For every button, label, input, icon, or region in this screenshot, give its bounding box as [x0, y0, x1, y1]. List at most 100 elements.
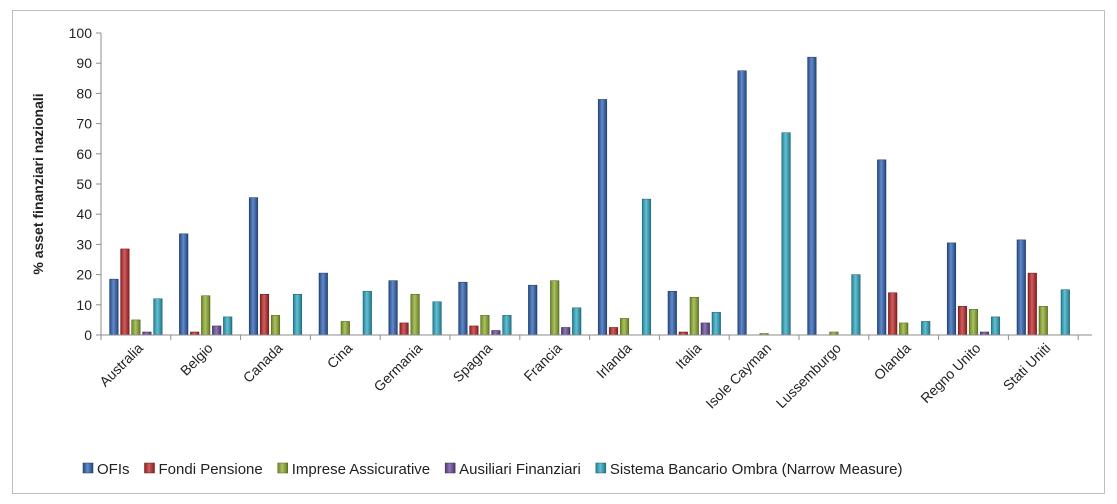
bar-germania-fondi-pensione [399, 322, 409, 336]
bar-germania-ofis [388, 280, 398, 336]
bar-canada-sistema-bancario-ombra-narrow-measure [292, 293, 303, 336]
bar-lussemburgo-sistema-bancario-ombra-narrow-measure [851, 274, 861, 336]
axes [100, 33, 1092, 340]
x-tick-label: Australia [96, 340, 146, 390]
x-tick-label: Spagna [450, 340, 496, 386]
x-tick-label: Isole Cayman [702, 340, 774, 412]
bar-australia-imprese-assicurative [131, 319, 141, 336]
bar-germania-sistema-bancario-ombra-narrow-measure [432, 301, 442, 336]
y-tick-label: 80 [76, 85, 92, 101]
legend: OFIs Fondi Pensione Imprese Assicurative Au… [82, 461, 903, 478]
y-tick-label: 50 [76, 176, 92, 192]
bar-regno-unito-sistema-bancario-ombra-narrow-measure [990, 316, 1001, 336]
bar-olanda-sistema-bancario-ombra-narrow-measure [921, 321, 931, 336]
legend-item-ofis: OFIs [82, 461, 130, 478]
x-tick-label: Regno Unito [917, 340, 983, 406]
bar-spagna-ofis [458, 281, 468, 336]
bar-australia-sistema-bancario-ombra-narrow-measure [153, 298, 163, 336]
bars [109, 56, 1070, 336]
bar-irlanda-ofis [597, 99, 608, 336]
bar-stati-uniti-imprese-assicurative [1038, 306, 1048, 336]
legend-swatch [82, 462, 94, 474]
x-tick-label: Lussemburgo [773, 340, 844, 411]
x-tick-label: Francia [520, 340, 564, 384]
bar-canada-fondi-pensione [259, 293, 270, 336]
bar-olanda-imprese-assicurative [899, 322, 909, 336]
y-tick-label: 40 [76, 206, 92, 222]
bar-irlanda-imprese-assicurative [619, 318, 630, 336]
bar-regno-unito-imprese-assicurative [968, 309, 979, 336]
bar-italia-ausiliari-finanziari [700, 322, 710, 336]
legend-item-ausiliari-finanziari: Ausiliari Finanziari [444, 461, 581, 478]
x-tick-label: Cina [324, 340, 356, 372]
bar-spagna-sistema-bancario-ombra-narrow-measure [502, 315, 512, 336]
bar-irlanda-sistema-bancario-ombra-narrow-measure [641, 198, 652, 336]
bar-belgio-sistema-bancario-ombra-narrow-measure [223, 316, 233, 336]
bar-belgio-ausiliari-finanziari [212, 325, 222, 336]
bar-stati-uniti-ofis [1016, 239, 1026, 336]
legend-item-imprese-assicurative: Imprese Assicurative [277, 461, 430, 478]
bar-belgio-ofis [179, 233, 189, 336]
legend-label: OFIs [97, 461, 130, 478]
x-axis-ticks: Australia Belgio Canada Cina Germania Spagna F… [96, 340, 1053, 412]
bar-cina-sistema-bancario-ombra-narrow-measure [362, 290, 372, 336]
bar-isole-cayman-ofis [737, 70, 747, 336]
y-tick-label: 90 [76, 55, 92, 71]
bar-cina-ofis [318, 272, 328, 336]
bar-germania-imprese-assicurative [410, 293, 420, 336]
y-tick-label: 70 [76, 116, 92, 132]
bar-francia-imprese-assicurative [550, 280, 560, 336]
y-tick-label: 20 [76, 267, 92, 283]
legend-item-sistema-bancario-ombra-narrow-measure: Sistema Bancario Ombra (Narrow Measure) [595, 461, 903, 478]
bar-spagna-fondi-pensione [469, 325, 479, 336]
bar-isole-cayman-sistema-bancario-ombra-narrow-measure [781, 132, 791, 336]
bar-italia-imprese-assicurative [689, 297, 699, 336]
bar-irlanda-fondi-pensione [608, 327, 619, 336]
bar-belgio-imprese-assicurative [201, 295, 211, 336]
y-tick-label: 30 [76, 236, 92, 252]
bar-italia-ofis [667, 290, 677, 336]
legend-label: Ausiliari Finanziari [459, 461, 581, 478]
bar-stati-uniti-fondi-pensione [1027, 272, 1037, 336]
bar-regno-unito-fondi-pensione [957, 306, 968, 336]
bar-canada-imprese-assicurative [270, 315, 281, 336]
bar-stati-uniti-sistema-bancario-ombra-narrow-measure [1060, 289, 1070, 336]
bar-cina-imprese-assicurative [340, 321, 350, 336]
bar-lussemburgo-ofis [807, 56, 817, 336]
y-tick-label: 0 [84, 327, 92, 343]
y-tick-label: 60 [76, 146, 92, 162]
legend-swatch [277, 462, 288, 474]
y-tick-label: 100 [69, 25, 93, 41]
bar-olanda-fondi-pensione [888, 292, 898, 336]
legend-label: Fondi Pensione [159, 461, 263, 478]
y-axis-label: % asset finanziari nazionali [30, 93, 46, 274]
x-tick-label: Irlanda [593, 340, 635, 382]
legend-label: Sistema Bancario Ombra (Narrow Measure) [610, 461, 903, 478]
x-tick-label: Belgio [177, 340, 216, 379]
bar-francia-ausiliari-finanziari [561, 327, 571, 336]
legend-swatch [444, 462, 456, 474]
bar-spagna-ausiliari-finanziari [491, 330, 501, 336]
chart-frame: 0 10 20 30 40 50 60 70 80 90 100 % asset finanziar… [12, 10, 1105, 494]
y-tick-label: 10 [76, 297, 92, 313]
bar-australia-fondi-pensione [120, 248, 130, 336]
x-tick-label: Olanda [871, 340, 914, 383]
chart: 0 10 20 30 40 50 60 70 80 90 100 % asset finanziar… [30, 25, 1092, 478]
bar-francia-sistema-bancario-ombra-narrow-measure [572, 307, 582, 336]
bar-australia-ofis [109, 278, 119, 336]
bar-olanda-ofis [877, 159, 887, 336]
x-tick-label: Canada [240, 340, 286, 386]
x-tick-label: Germania [370, 340, 425, 395]
bar-spagna-imprese-assicurative [480, 315, 490, 336]
legend-label: Imprese Assicurative [292, 461, 430, 478]
bar-francia-ofis [528, 284, 538, 336]
bar-canada-ofis [248, 197, 259, 336]
bar-regno-unito-ofis [946, 242, 957, 336]
y-axis-ticks: 0 10 20 30 40 50 60 70 80 90 100 [69, 25, 101, 343]
legend-swatch [144, 462, 155, 474]
legend-swatch [595, 462, 607, 474]
bar-italia-sistema-bancario-ombra-narrow-measure [711, 312, 721, 336]
x-tick-label: Italia [672, 340, 704, 372]
legend-item-fondi-pensione: Fondi Pensione [144, 461, 263, 478]
x-tick-label: Stati Uniti [1000, 340, 1054, 394]
